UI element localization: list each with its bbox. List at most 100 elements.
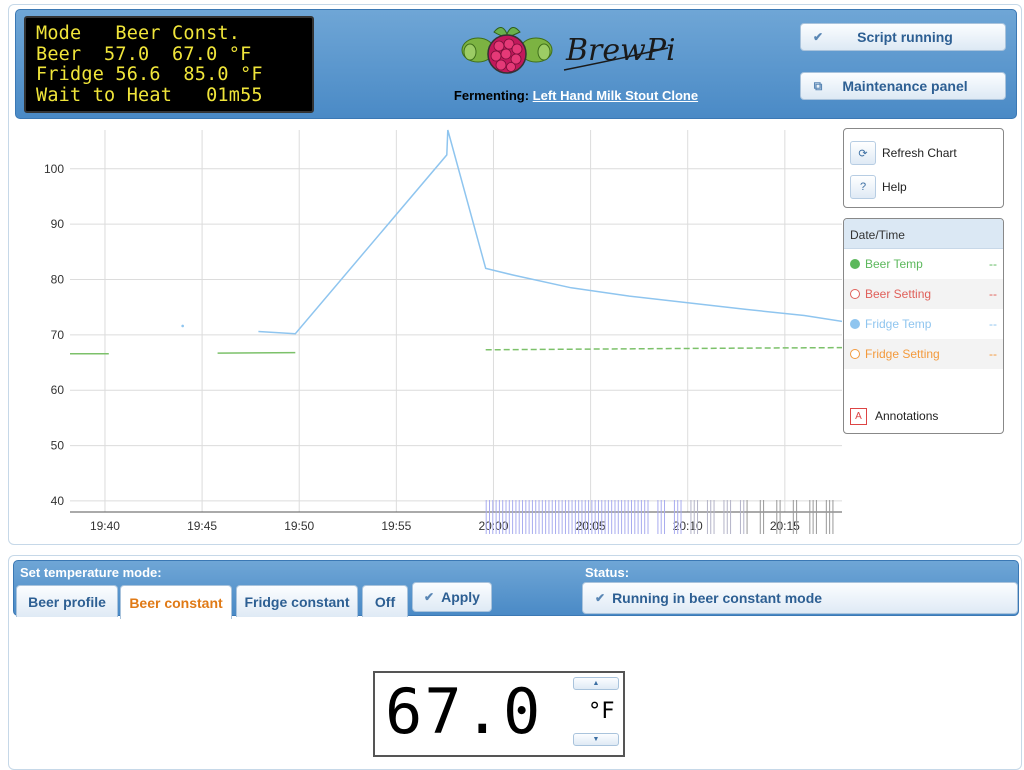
x-tick-label: 20:15 <box>770 519 800 533</box>
tab-beer-profile[interactable]: Beer profile <box>16 585 118 617</box>
annotation-mark <box>512 500 514 534</box>
annotation-mark <box>730 500 732 534</box>
legend-item[interactable]: Beer Setting -- <box>844 279 1003 309</box>
annotation-mark <box>498 500 500 534</box>
annotation-mark <box>574 500 576 534</box>
annotation-mark <box>680 500 682 534</box>
x-tick-label: 20:00 <box>478 519 508 533</box>
legend-item[interactable]: Fridge Temp -- <box>844 309 1003 339</box>
set-mode-title: Set temperature mode: <box>20 565 162 580</box>
decrease-temperature-button[interactable]: ▼ <box>573 733 619 746</box>
annotation-mark <box>657 500 659 534</box>
annotation-mark <box>664 500 666 534</box>
lcd-line-3: Fridge 56.6 85.0 °F <box>36 64 263 85</box>
annotation-mark <box>584 500 586 534</box>
maintenance-panel-button[interactable]: ⧉ Maintenance panel <box>800 72 1006 100</box>
annotation-mark <box>746 500 748 534</box>
check-icon: ✔ <box>812 30 824 44</box>
script-running-button[interactable]: ✔ Script running <box>800 23 1006 51</box>
y-tick-label: 40 <box>51 494 65 508</box>
annotation-mark <box>611 500 613 534</box>
tab-beer-constant[interactable]: Beer constant <box>120 585 232 619</box>
legend-item[interactable]: Fridge Setting -- <box>844 339 1003 369</box>
annotation-mark <box>832 500 834 534</box>
annotation-mark <box>825 500 827 534</box>
increase-temperature-button[interactable]: ▲ <box>573 677 619 690</box>
help-icon[interactable]: ? <box>850 175 876 199</box>
annotation-mark <box>690 500 692 534</box>
check-icon: ✔ <box>424 590 435 604</box>
annotation-mark <box>515 500 517 534</box>
legend-label: Beer Setting <box>865 287 932 301</box>
temperature-chart[interactable]: 19:40 19:45 19:50 19:55 20:00 20:05 20:10 20:15… <box>16 124 842 542</box>
annotation-mark <box>759 500 761 534</box>
annotation-mark <box>525 500 527 534</box>
legend-value: -- <box>989 287 997 301</box>
annotation-mark <box>779 500 781 534</box>
help-control[interactable]: ? Help <box>850 175 907 199</box>
annotation-mark <box>640 500 642 534</box>
legend-label: Fridge Setting <box>865 347 940 361</box>
annotation-mark <box>548 500 550 534</box>
refresh-chart-control[interactable]: ⟳ Refresh Chart <box>850 141 957 165</box>
lcd-line-4: Wait to Heat 01m55 <box>36 84 263 106</box>
annotation-mark <box>617 500 619 534</box>
refresh-icon[interactable]: ⟳ <box>850 141 876 165</box>
annotation-mark <box>518 500 520 534</box>
annotation-mark <box>677 500 679 534</box>
annotation-mark <box>776 500 778 534</box>
series-marker-icon <box>850 319 860 329</box>
legend-value: -- <box>989 257 997 271</box>
series-line <box>258 129 842 335</box>
chart-controls: ⟳ Refresh Chart ? Help <box>843 128 1004 208</box>
temperature-unit: °F <box>588 699 615 724</box>
annotation-mark <box>726 500 728 534</box>
annotation-mark <box>551 500 553 534</box>
annotation-mark <box>723 500 725 534</box>
annotation-mark <box>607 500 609 534</box>
y-tick-label: 50 <box>51 439 65 453</box>
annotations-label: Annotations <box>875 409 939 423</box>
temperature-setting: 67.0 °F ▲ ▼ <box>373 671 625 757</box>
annotation-mark <box>495 500 497 534</box>
annotation-mark <box>637 500 639 534</box>
series-line <box>217 351 296 354</box>
annotation-mark <box>502 500 504 534</box>
legend-item[interactable]: Beer Temp -- <box>844 249 1003 279</box>
annotation-mark <box>508 500 510 534</box>
annotation-mark <box>812 500 814 534</box>
tab-off[interactable]: Off <box>362 585 408 617</box>
annotation-mark <box>710 500 712 534</box>
x-tick-label: 19:40 <box>90 519 120 533</box>
annotation-mark <box>485 500 487 534</box>
annotation-mark <box>597 500 599 534</box>
annotation-mark <box>531 500 533 534</box>
annotation-mark <box>588 500 590 534</box>
y-tick-label: 100 <box>44 162 64 176</box>
tab-fridge-constant[interactable]: Fridge constant <box>236 585 358 617</box>
y-tick-label: 70 <box>51 328 65 342</box>
annotation-mark <box>591 500 593 534</box>
annotation-mark <box>541 500 543 534</box>
annotation-mark <box>522 500 524 534</box>
apply-button[interactable]: ✔ Apply <box>412 582 492 612</box>
annotation-mark <box>555 500 557 534</box>
y-tick-label: 80 <box>51 272 65 286</box>
script-running-label: Script running <box>857 29 953 45</box>
annotation-mark <box>568 500 570 534</box>
beer-name-link[interactable]: Left Hand Milk Stout Clone <box>532 88 699 103</box>
y-tick-label: 90 <box>51 217 65 231</box>
legend-value: -- <box>989 347 997 361</box>
annotations-toggle[interactable]: A Annotations <box>844 399 1003 433</box>
series-point <box>181 324 184 328</box>
legend-datetime: Date/Time <box>844 219 1003 249</box>
fermenting-label: Fermenting: <box>453 88 530 103</box>
temperature-input[interactable]: 67.0 <box>385 675 543 748</box>
annotation-mark <box>743 500 745 534</box>
refresh-chart-label: Refresh Chart <box>882 146 957 160</box>
annotation-mark <box>614 500 616 534</box>
x-tick-label: 19:45 <box>187 519 217 533</box>
annotation-mark <box>561 500 563 534</box>
annotation-mark <box>829 500 831 534</box>
control-panel: Set temperature mode: Status: Beer profi… <box>8 555 1022 770</box>
